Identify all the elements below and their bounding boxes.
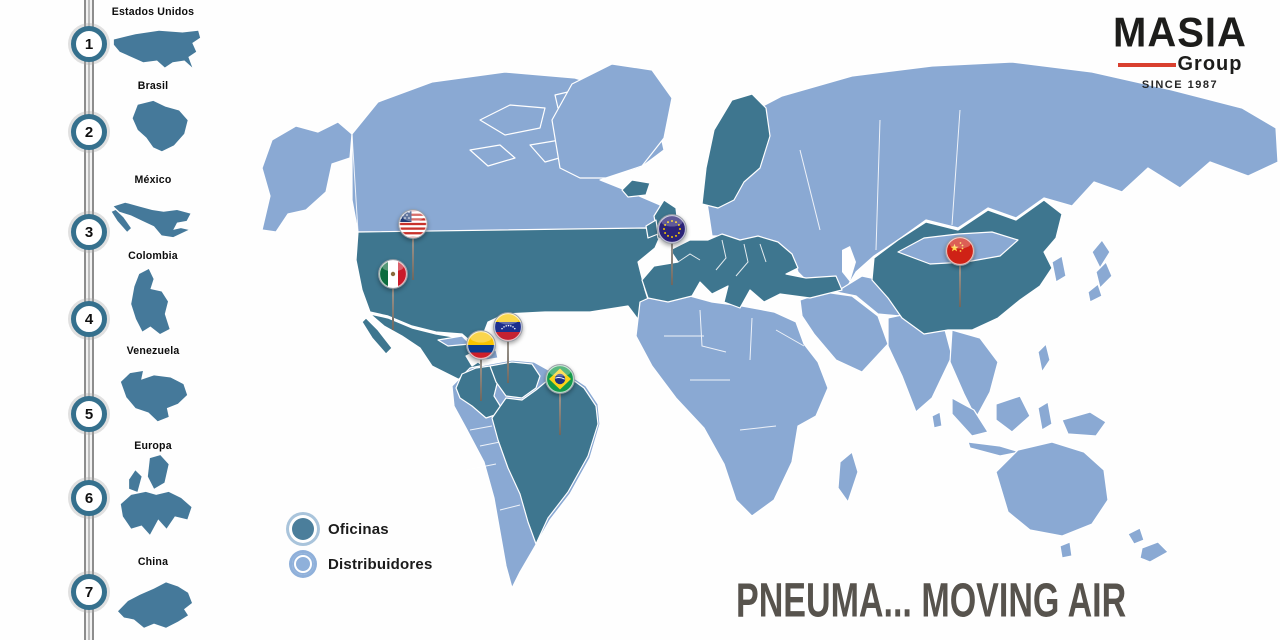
offices-label: Oficinas xyxy=(328,520,389,538)
brasil-silhouette xyxy=(112,95,198,157)
brazil-flag-icon xyxy=(545,364,575,394)
tagline: PNEUMA... MOVING AIR xyxy=(736,573,1127,628)
logo-group-text: Group xyxy=(1177,53,1243,75)
pin-europa[interactable] xyxy=(657,214,687,290)
mexico-flag-icon xyxy=(378,259,408,289)
pin-stick xyxy=(671,241,673,285)
sidebar-item-venezuela[interactable]: 5 xyxy=(71,396,107,432)
colombia-silhouette xyxy=(112,264,192,344)
sidebar-item-label: Brasil xyxy=(137,80,169,92)
sidebar-item-label: Europa xyxy=(134,440,172,452)
item-number: 3 xyxy=(84,223,94,241)
eu-flag-icon xyxy=(657,214,687,244)
item-number: 5 xyxy=(84,405,94,423)
pin-mexico[interactable] xyxy=(378,259,408,335)
china-silhouette xyxy=(104,570,204,636)
sidebar-item-china[interactable]: 7 xyxy=(71,574,107,610)
china-flag-icon xyxy=(945,236,975,266)
venezuela-silhouette xyxy=(108,360,200,430)
distributors-dot-icon xyxy=(292,553,314,575)
usa-flag-icon xyxy=(398,209,428,239)
pin-china[interactable] xyxy=(945,236,975,312)
item-number: 2 xyxy=(84,123,94,141)
sidebar-item-label: Estados Unidos xyxy=(111,6,195,18)
pin-stick xyxy=(507,339,509,383)
venezuela-flag-icon xyxy=(493,312,523,342)
pin-stick xyxy=(412,236,414,280)
sidebar-item-estados-unidos[interactable]: 1 xyxy=(71,26,107,62)
item-number: 6 xyxy=(84,489,94,507)
item-number: 7 xyxy=(84,583,94,601)
logo-since-text: SINCE 1987 xyxy=(1141,79,1219,91)
sidebar-item-brasil[interactable]: 2 xyxy=(71,114,107,150)
pin-estados-unidos[interactable] xyxy=(398,209,428,285)
pin-stick xyxy=(480,357,482,401)
pin-venezuela[interactable] xyxy=(493,312,523,388)
logo-red-line xyxy=(1117,62,1176,67)
distributors-label: Distribuidores xyxy=(328,555,433,573)
sidebar-item-label: China xyxy=(137,556,169,568)
pin-stick xyxy=(392,286,394,330)
mexico-silhouette xyxy=(106,190,202,248)
legend-offices: Oficinas xyxy=(292,518,389,540)
offices-dot-icon xyxy=(292,518,314,540)
usa-silhouette xyxy=(108,22,206,78)
sidebar-item-mexico[interactable]: 3 xyxy=(71,214,107,250)
colombia-flag-icon xyxy=(466,330,496,360)
sidebar-item-label: Colombia xyxy=(128,250,178,262)
sidebar-item-colombia[interactable]: 4 xyxy=(71,301,107,337)
sidebar-item-europa[interactable]: 6 xyxy=(71,480,107,516)
pin-stick xyxy=(959,263,961,307)
item-number: 4 xyxy=(84,310,94,328)
pin-stick xyxy=(559,391,561,435)
masia-group-logo: MASIA Group SINCE 1987 xyxy=(1100,9,1260,91)
sidebar-item-label: Venezuela xyxy=(126,345,180,357)
pin-brasil[interactable] xyxy=(545,364,575,440)
pin-colombia[interactable] xyxy=(466,330,496,406)
legend-distributors: Distribuidores xyxy=(292,553,432,575)
europa-silhouette xyxy=(100,452,204,550)
sidebar-item-label: México xyxy=(134,174,172,186)
logo-brand-text: MASIA xyxy=(1113,9,1247,57)
item-number: 1 xyxy=(84,35,94,53)
